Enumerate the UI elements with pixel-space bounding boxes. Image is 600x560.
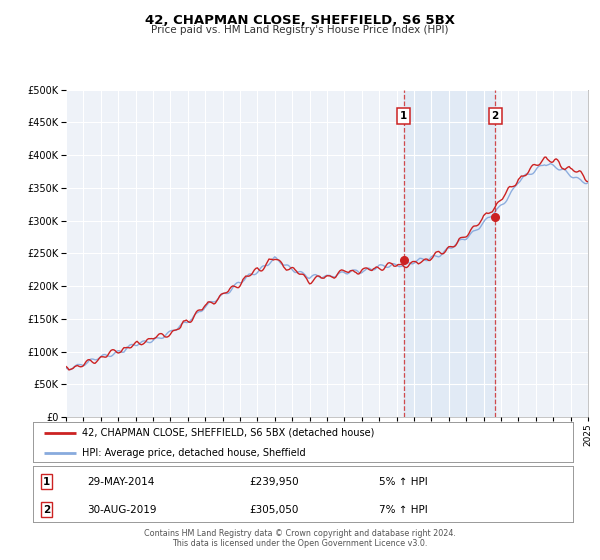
Text: Contains HM Land Registry data © Crown copyright and database right 2024.: Contains HM Land Registry data © Crown c… — [144, 529, 456, 538]
Text: 30-AUG-2019: 30-AUG-2019 — [87, 505, 157, 515]
Text: £305,050: £305,050 — [249, 505, 298, 515]
Text: This data is licensed under the Open Government Licence v3.0.: This data is licensed under the Open Gov… — [172, 539, 428, 548]
Text: 42, CHAPMAN CLOSE, SHEFFIELD, S6 5BX: 42, CHAPMAN CLOSE, SHEFFIELD, S6 5BX — [145, 14, 455, 27]
Text: Price paid vs. HM Land Registry's House Price Index (HPI): Price paid vs. HM Land Registry's House … — [151, 25, 449, 35]
Text: 1: 1 — [43, 477, 50, 487]
Text: 42, CHAPMAN CLOSE, SHEFFIELD, S6 5BX (detached house): 42, CHAPMAN CLOSE, SHEFFIELD, S6 5BX (de… — [82, 428, 374, 438]
Text: 5% ↑ HPI: 5% ↑ HPI — [379, 477, 427, 487]
Bar — [404, 90, 495, 417]
Text: 29-MAY-2014: 29-MAY-2014 — [87, 477, 154, 487]
Text: 1: 1 — [400, 111, 407, 121]
Text: 2: 2 — [43, 505, 50, 515]
Text: 7% ↑ HPI: 7% ↑ HPI — [379, 505, 427, 515]
Text: HPI: Average price, detached house, Sheffield: HPI: Average price, detached house, Shef… — [82, 448, 305, 458]
Text: 2: 2 — [491, 111, 499, 121]
Text: £239,950: £239,950 — [249, 477, 299, 487]
